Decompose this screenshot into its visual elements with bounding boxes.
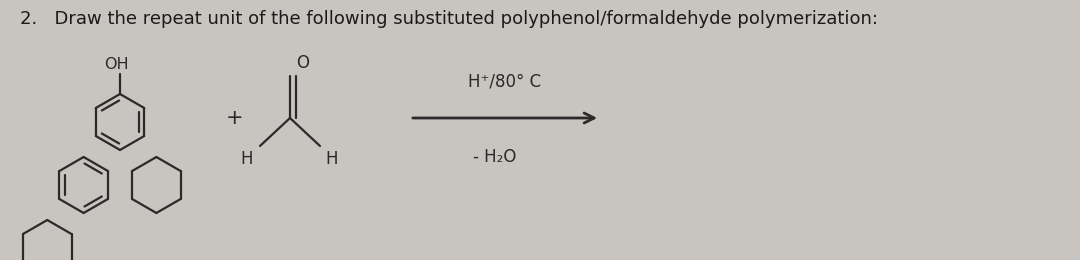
Text: - H₂O: - H₂O [473,148,516,166]
Text: H: H [325,150,337,168]
Text: O: O [296,54,309,72]
Text: OH: OH [104,57,129,72]
Text: +: + [226,108,244,128]
Text: H: H [241,150,253,168]
Text: 2.   Draw the repeat unit of the following substituted polyphenol/formaldehyde p: 2. Draw the repeat unit of the following… [21,10,878,28]
Text: H⁺/80° C: H⁺/80° C [469,72,541,90]
